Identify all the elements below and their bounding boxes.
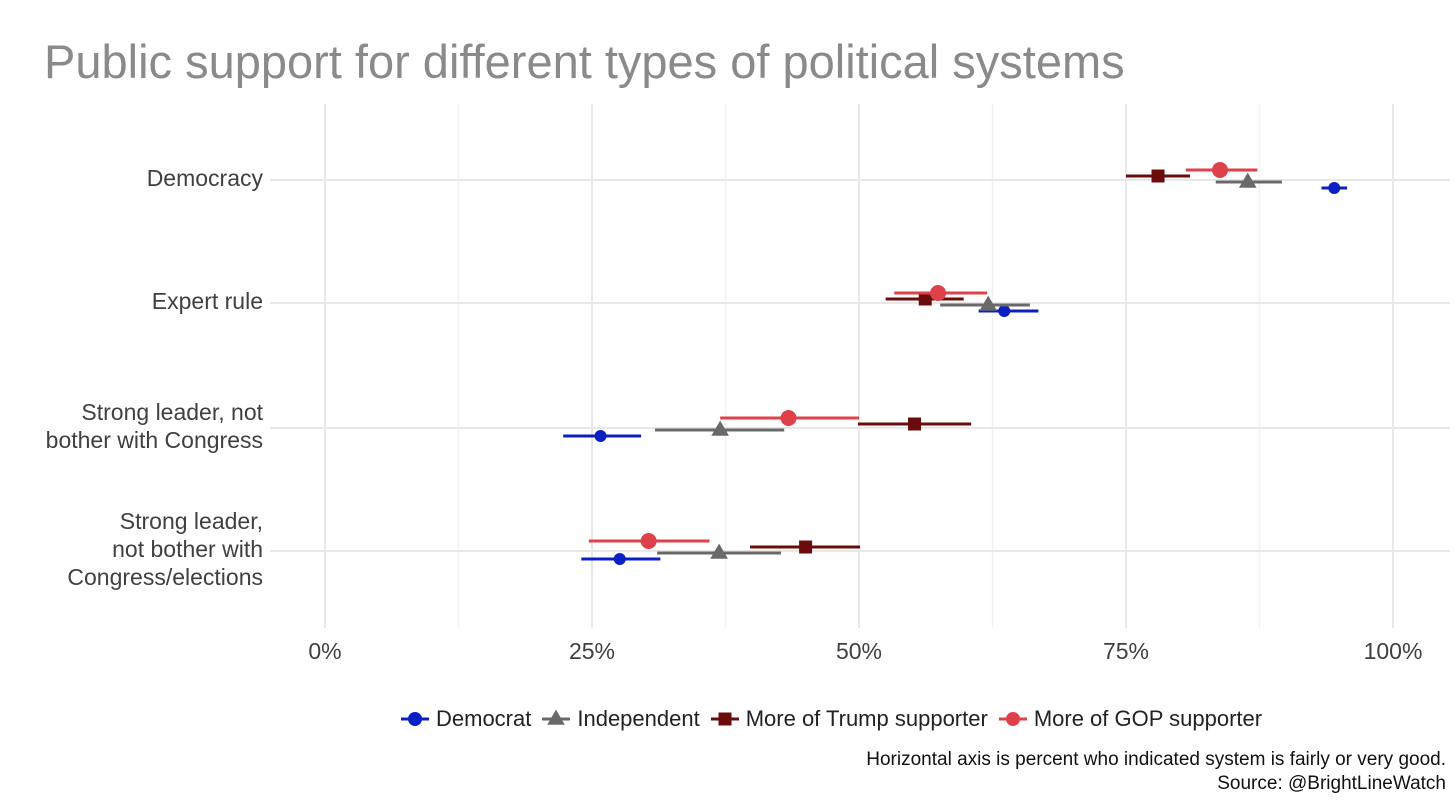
caption-axis-note: Horizontal axis is percent who indicated… xyxy=(866,749,1446,770)
chart-caption: Horizontal axis is percent who indicated… xyxy=(866,748,1446,796)
data-point xyxy=(780,410,797,426)
data-point xyxy=(613,553,626,565)
legend-label: More of Trump supporter xyxy=(745,706,988,731)
y-category-label: Strong leader, not bother with Congress xyxy=(46,399,264,453)
legend-item: Democrat xyxy=(398,704,531,734)
data-point xyxy=(1151,169,1165,183)
caption-source: Source: @BrightLineWatch xyxy=(1217,773,1446,794)
legend-key-icon xyxy=(998,712,1027,726)
data-point xyxy=(908,417,922,431)
y-axis-labels: Democracy Expert rule Strong leader, not bo… xyxy=(46,165,264,590)
x-tick-label: 75% xyxy=(1103,638,1149,664)
legend-marker xyxy=(1005,712,1020,726)
data-point xyxy=(930,285,947,301)
y-category-label: Strong leader, not bother with Congress/el… xyxy=(67,508,263,590)
data-point xyxy=(918,292,932,306)
data-point xyxy=(640,533,657,549)
legend-marker xyxy=(718,712,732,726)
data-point xyxy=(979,295,998,311)
legend-key-icon xyxy=(542,709,571,725)
data-series xyxy=(563,162,1348,565)
data-point xyxy=(1238,172,1257,188)
x-tick-label: 100% xyxy=(1364,638,1423,664)
data-point xyxy=(1328,182,1341,194)
y-category-label: Democracy xyxy=(147,165,264,191)
legend-item: More of Trump supporter xyxy=(708,704,988,734)
legend-label: Independent xyxy=(577,706,700,731)
data-point xyxy=(710,543,728,559)
data-point xyxy=(711,420,729,436)
legend-key-icon xyxy=(401,712,429,726)
x-tick-label: 0% xyxy=(308,638,341,664)
grid-lines xyxy=(270,104,1450,628)
x-tick-label: 25% xyxy=(569,638,615,664)
series-independent xyxy=(655,172,1282,559)
series-more-of-gop-supporter xyxy=(588,162,1258,549)
x-axis-labels: 0% 25% 50% 75% 100% xyxy=(308,638,1422,664)
legend-label: More of GOP supporter xyxy=(1033,706,1263,731)
legend-key-icon xyxy=(710,712,739,726)
data-point xyxy=(998,305,1011,317)
y-category-label: Expert rule xyxy=(152,288,263,314)
legend-label: Democrat xyxy=(436,706,532,731)
legend-marker xyxy=(547,709,566,725)
legend-marker xyxy=(408,712,422,726)
chart-legend: Democrat Independent More of Trump support… xyxy=(398,704,1262,734)
data-point xyxy=(594,430,607,442)
series-more-of-trump-supporter xyxy=(750,169,1191,554)
data-point xyxy=(799,540,813,554)
legend-item: More of GOP supporter xyxy=(996,704,1262,734)
x-tick-label: 50% xyxy=(836,638,882,664)
legend-item: Independent xyxy=(539,704,700,734)
chart-title: Public support for different types of po… xyxy=(44,35,1125,88)
data-point xyxy=(1211,162,1228,178)
series-democrat xyxy=(563,182,1348,565)
